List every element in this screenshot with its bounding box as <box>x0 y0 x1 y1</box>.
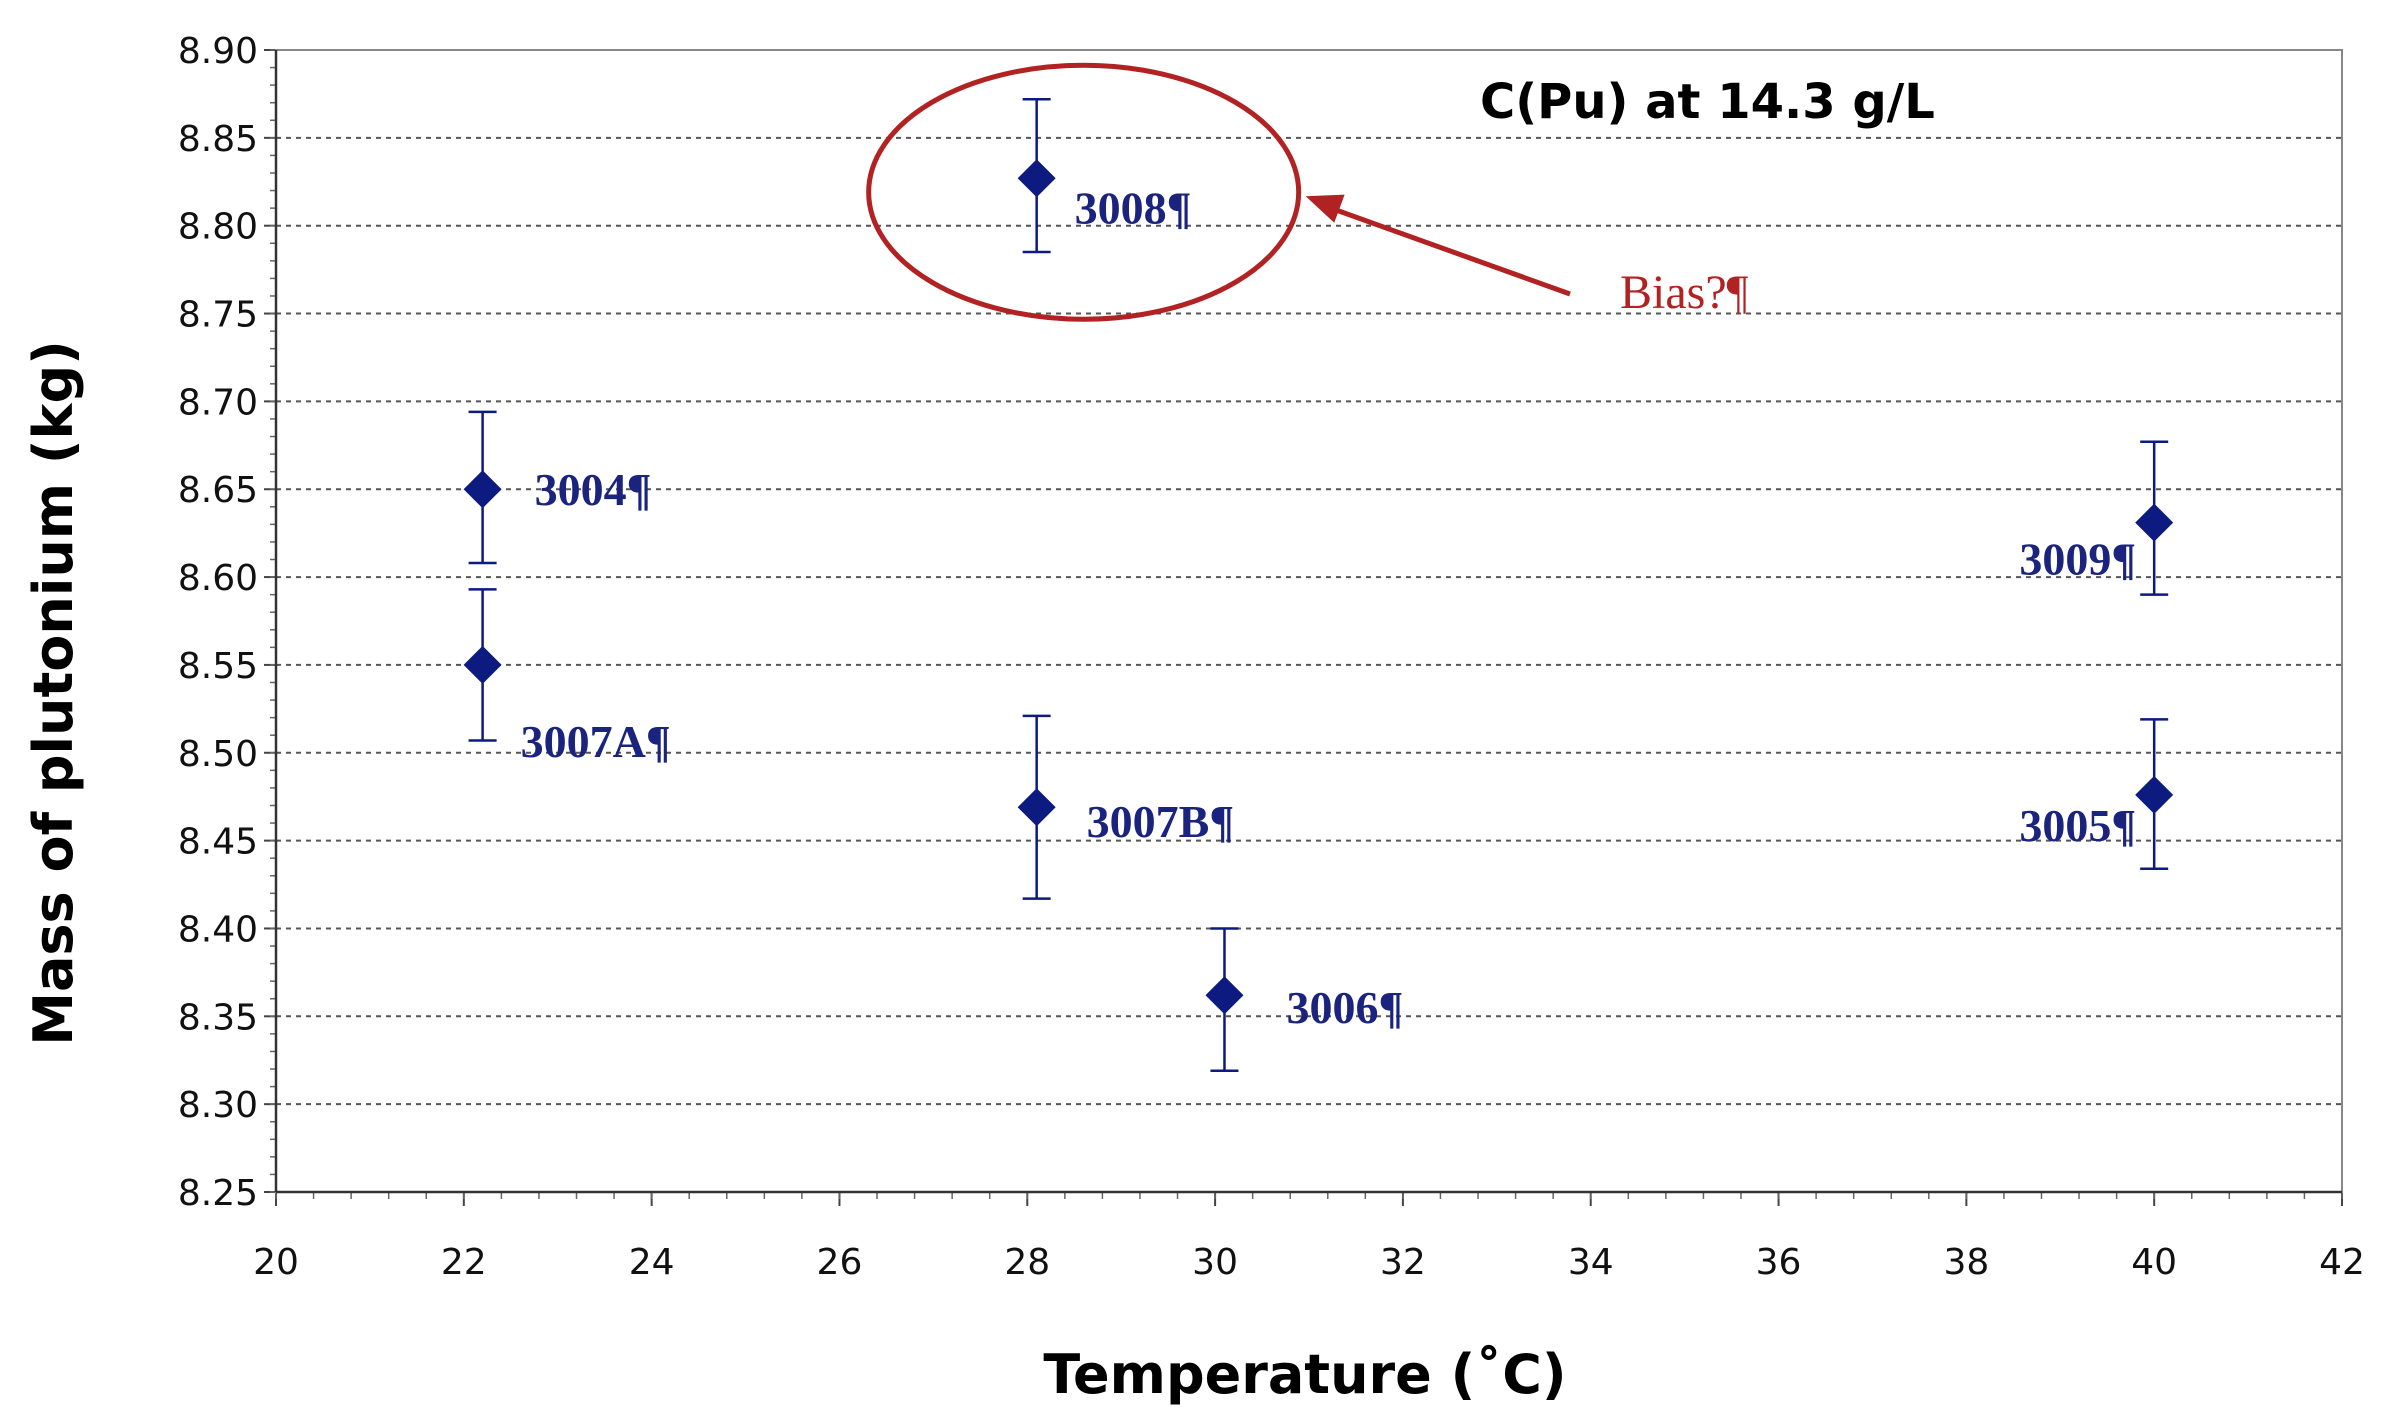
arrow-head <box>1305 194 1345 223</box>
y-tick-label: 8.50 <box>178 734 258 775</box>
x-tick-label: 24 <box>629 1242 675 1283</box>
data-point-diamond <box>1017 159 1056 198</box>
data-point-diamond <box>463 645 502 684</box>
x-axis-title: Temperature (˚C) <box>1043 1343 1566 1406</box>
y-tick-label: 8.80 <box>178 207 258 248</box>
y-tick-label: 8.85 <box>178 119 258 160</box>
x-tick-label: 38 <box>1943 1242 1989 1283</box>
data-point-diamond <box>2135 775 2174 814</box>
y-tick-label: 8.35 <box>178 997 258 1038</box>
x-tick-label: 42 <box>2319 1242 2365 1283</box>
x-tick-label: 36 <box>1756 1242 1802 1283</box>
y-tick-label: 8.75 <box>178 295 258 336</box>
x-tick-label: 22 <box>441 1242 487 1283</box>
data-point-diamond <box>463 470 502 509</box>
x-tick-label: 20 <box>253 1242 299 1283</box>
data-point-diamond <box>1017 788 1056 827</box>
data-points <box>463 159 2174 1015</box>
x-tick-label: 30 <box>1192 1242 1238 1283</box>
point-label: 3006¶ <box>1286 982 1403 1033</box>
annotation-label: Bias?¶ <box>1620 266 1749 319</box>
point-label: 3007B¶ <box>1087 796 1235 847</box>
y-tick-label: 8.25 <box>178 1173 258 1214</box>
arrow-shaft <box>1324 203 1571 297</box>
x-tick-label: 26 <box>817 1242 863 1283</box>
y-tick-label: 8.45 <box>178 822 258 863</box>
y-tick-label: 8.90 <box>178 31 258 72</box>
point-label: 3005¶ <box>2019 800 2136 851</box>
x-tick-label: 40 <box>2131 1242 2177 1283</box>
axes: 8.25 8.30 8.35 8.40 8.45 8.50 8.55 8.60 8.65 8.70… <box>178 31 2365 1283</box>
annotation: Bias?¶ <box>866 62 1749 322</box>
x-tick-label: 34 <box>1568 1242 1614 1283</box>
point-label: 3004¶ <box>535 464 652 515</box>
point-labels: 3004¶ 3007A¶ 3008¶ 3007B¶ 3006¶ 3009¶ 3005¶ <box>521 182 2137 1033</box>
highlight-ellipse <box>866 62 1302 322</box>
y-axis-title: Mass of plutonium (kg) <box>22 340 85 1046</box>
data-point-diamond <box>2135 503 2174 542</box>
error-bars <box>468 97 2169 1073</box>
x-tick-label: 28 <box>1004 1242 1050 1283</box>
point-label: 3009¶ <box>2019 534 2136 585</box>
y-tick-label: 8.40 <box>178 909 258 950</box>
x-tick-label: 32 <box>1380 1242 1426 1283</box>
y-tick-label: 8.30 <box>178 1085 258 1126</box>
point-label: 3008¶ <box>1075 182 1192 233</box>
y-tick-label: 8.70 <box>178 382 258 423</box>
chart-title: C(Pu) at 14.3 g/L <box>1480 74 1935 130</box>
y-tick-label: 8.60 <box>178 558 258 599</box>
y-tick-label: 8.65 <box>178 470 258 511</box>
y-tick-label: 8.55 <box>178 646 258 687</box>
data-point-diamond <box>1205 976 1244 1015</box>
point-label: 3007A¶ <box>521 716 671 767</box>
